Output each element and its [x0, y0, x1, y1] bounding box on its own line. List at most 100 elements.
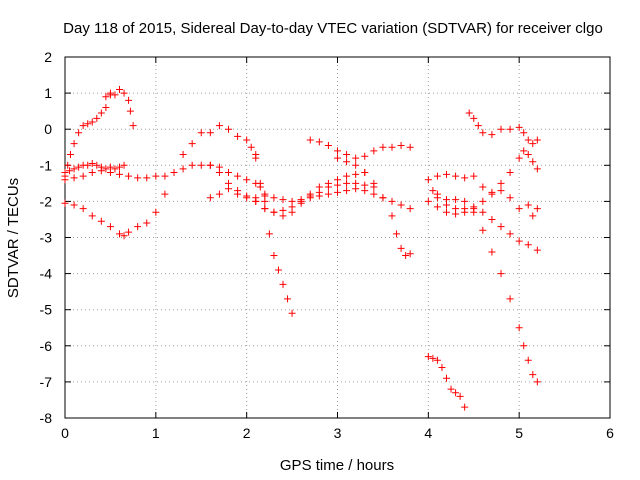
data-point — [497, 179, 505, 187]
data-point — [443, 208, 450, 216]
data-point — [452, 210, 460, 218]
data-point — [406, 143, 414, 151]
data-point — [243, 176, 251, 184]
series-seg-5 — [61, 122, 260, 240]
data-point — [129, 122, 137, 130]
series-seg-2 — [102, 85, 137, 130]
series-seg-16 — [465, 109, 541, 148]
data-point — [506, 295, 514, 303]
data-point — [479, 208, 487, 216]
data-point — [443, 196, 450, 204]
data-points — [61, 85, 541, 411]
data-point — [433, 194, 441, 202]
series-seg-9 — [252, 179, 378, 205]
data-point — [84, 120, 92, 128]
data-point — [79, 205, 87, 213]
data-point — [343, 158, 351, 166]
y-tick-label: -4 — [40, 266, 53, 282]
data-point — [352, 154, 360, 162]
data-point — [279, 196, 287, 204]
data-point — [343, 150, 351, 158]
data-point — [515, 324, 523, 332]
series-seg-17 — [433, 170, 541, 220]
data-point — [452, 172, 460, 180]
data-point — [306, 192, 314, 200]
y-axis-label: SDTVAR / TECUs — [5, 178, 22, 298]
data-point — [533, 205, 541, 213]
data-point — [215, 190, 223, 198]
data-point — [379, 194, 387, 202]
data-point — [84, 161, 92, 169]
x-tick-label: 1 — [152, 425, 160, 441]
data-point — [497, 223, 505, 231]
data-point — [61, 169, 69, 177]
y-tick-label: 0 — [44, 121, 52, 137]
data-point — [88, 212, 96, 220]
data-point — [279, 212, 287, 220]
data-point — [279, 280, 287, 288]
data-point — [143, 174, 151, 182]
data-point — [234, 172, 242, 180]
data-point — [433, 356, 441, 364]
data-point — [529, 212, 537, 220]
data-point — [393, 230, 401, 238]
data-point — [111, 91, 119, 99]
data-point — [361, 152, 369, 160]
data-point — [102, 93, 110, 101]
data-point — [126, 107, 134, 115]
data-point — [315, 188, 323, 196]
data-point — [370, 190, 378, 198]
data-point — [125, 228, 133, 236]
grid-lines — [65, 57, 610, 418]
data-point — [120, 89, 128, 97]
x-tick-label: 3 — [334, 425, 342, 441]
data-point — [75, 129, 83, 137]
data-point — [161, 172, 169, 180]
data-point — [116, 230, 123, 238]
data-point — [497, 125, 505, 133]
data-point — [324, 141, 332, 149]
data-point — [111, 165, 119, 173]
data-point — [488, 248, 496, 256]
data-point — [515, 237, 523, 245]
y-tick-label: -3 — [40, 230, 53, 246]
y-tick-label: 1 — [44, 85, 52, 101]
data-point — [75, 163, 83, 171]
data-point — [106, 89, 114, 97]
data-point — [70, 165, 78, 173]
series-seg-15 — [429, 187, 541, 386]
data-point — [524, 356, 532, 364]
data-point — [397, 141, 405, 149]
data-point — [524, 241, 532, 249]
data-point — [93, 161, 101, 169]
data-point — [447, 385, 455, 393]
data-point — [461, 174, 469, 182]
data-point — [206, 194, 214, 202]
data-point — [116, 170, 123, 178]
data-point — [479, 129, 487, 137]
data-point — [225, 125, 232, 133]
data-point — [424, 197, 432, 205]
data-point — [206, 129, 214, 137]
data-point — [188, 161, 196, 169]
data-point — [397, 244, 405, 252]
data-point — [506, 125, 514, 133]
data-point — [497, 270, 505, 278]
data-point — [170, 169, 178, 177]
series-seg-6 — [252, 154, 296, 317]
data-point — [515, 123, 523, 131]
data-point — [106, 223, 114, 231]
data-point — [197, 161, 205, 169]
data-point — [179, 150, 187, 158]
data-point — [520, 342, 528, 350]
data-point — [388, 143, 396, 151]
data-point — [524, 150, 532, 158]
data-point — [261, 205, 269, 213]
plot-frame — [64, 56, 611, 419]
data-point — [215, 169, 223, 177]
data-point — [270, 208, 278, 216]
data-point — [88, 169, 96, 177]
y-tick-label: 2 — [44, 49, 52, 65]
